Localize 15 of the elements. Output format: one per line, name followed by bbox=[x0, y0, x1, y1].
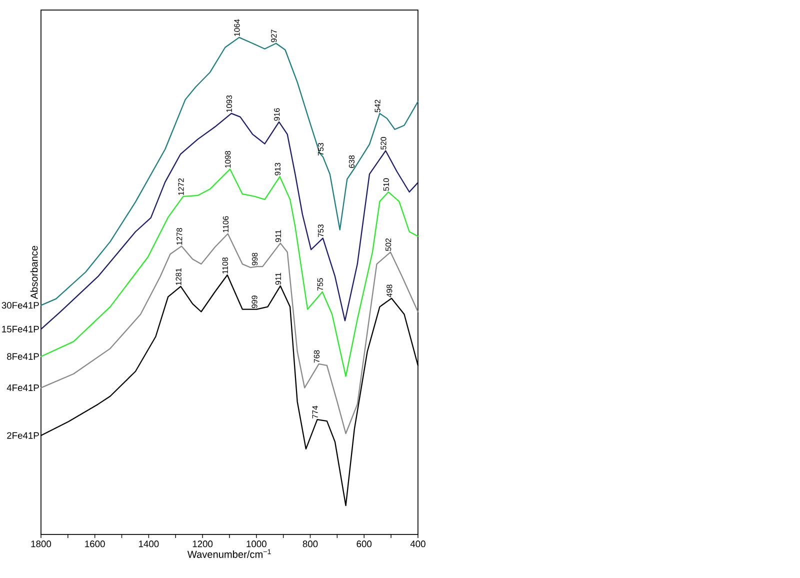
x-tick-label: 400 bbox=[410, 540, 426, 548]
x-tick-label: 1400 bbox=[138, 540, 159, 548]
x-tick-label: 1000 bbox=[246, 540, 266, 548]
x-tick-label: 800 bbox=[302, 540, 318, 548]
x-tick-label: 1200 bbox=[192, 540, 213, 548]
series-label: 4Fe41P bbox=[6, 384, 39, 392]
series-label: 8Fe41P bbox=[7, 353, 39, 360]
x-tick-label: 1600 bbox=[85, 540, 105, 548]
series-label: 15Fe41P bbox=[2, 326, 39, 333]
x-axis-title: Wavenumber/cm$^{−1}$ bbox=[187, 549, 271, 558]
y-axis-title: Absorbance bbox=[30, 246, 38, 300]
series-label: 2Fe41P bbox=[7, 432, 39, 439]
x-tick-label: 1800 bbox=[31, 540, 52, 548]
series-label: 30Fe41P bbox=[2, 302, 39, 309]
x-tick-label: 600 bbox=[356, 540, 372, 548]
